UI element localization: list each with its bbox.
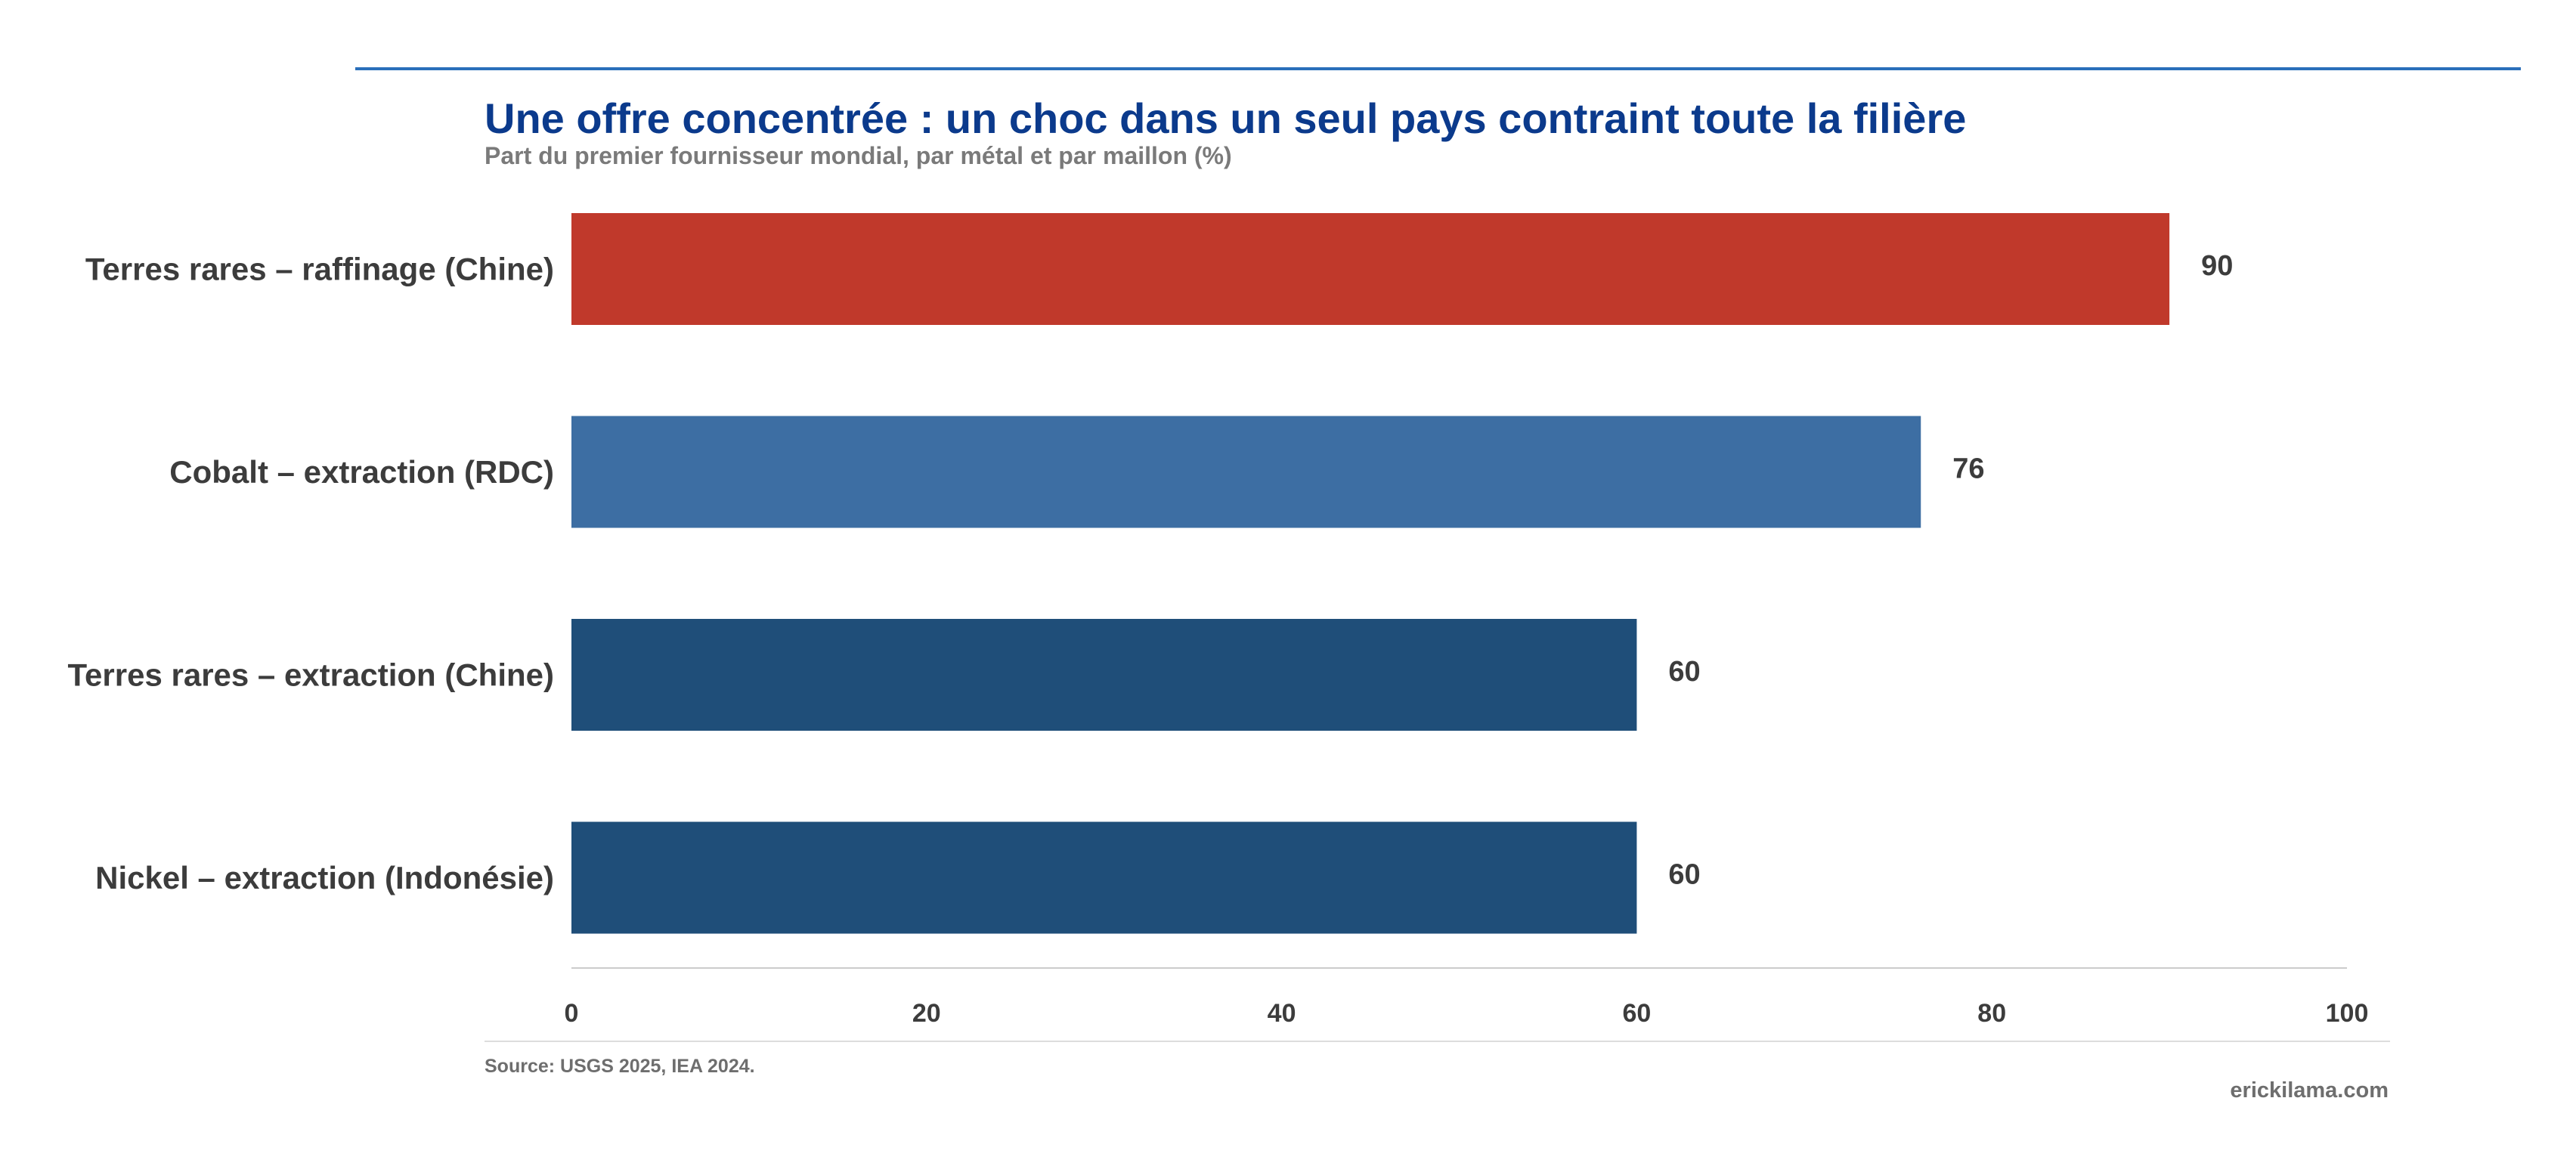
bar-nickel-extraction-indonesie [571,821,1637,934]
bar-terres-rares-raffinage-chine [571,213,2170,325]
x-axis-ticks: 0 20 40 60 80 100 [565,999,2369,1028]
category-label: Cobalt – extraction (RDC) [169,454,554,490]
value-label: 60 [1668,859,1700,891]
value-label: 60 [1668,656,1700,688]
chart-title: Une offre concentrée : un choc dans un s… [485,94,1966,142]
bar-terres-rares-extraction-chine [571,619,1637,731]
bar-cobalt-extraction-rdc [571,416,1921,528]
category-label: Terres rares – raffinage (Chine) [85,252,554,287]
x-tick-label: 60 [1622,999,1651,1028]
chart-subtitle: Part du premier fournisseur mondial, par… [485,142,1232,169]
x-tick-label: 100 [2326,999,2369,1028]
category-label: Terres rares – extraction (Chine) [68,657,554,693]
value-label: 90 [2201,250,2233,282]
value-label: 76 [1952,453,1984,485]
x-tick-label: 80 [1977,999,2006,1028]
x-tick-label: 40 [1268,999,1296,1028]
category-label: Nickel – extraction (Indonésie) [95,860,554,895]
bars-layer [571,213,2170,934]
category-labels: Terres rares – raffinage (Chine) Cobalt –… [68,252,554,896]
value-labels: 90 76 60 60 [1668,250,2233,891]
x-tick-label: 0 [565,999,579,1028]
source-note: Source: USGS 2025, IEA 2024. [485,1056,755,1077]
brand-credit: erickilama.com [2230,1078,2389,1103]
x-tick-label: 20 [912,999,941,1028]
